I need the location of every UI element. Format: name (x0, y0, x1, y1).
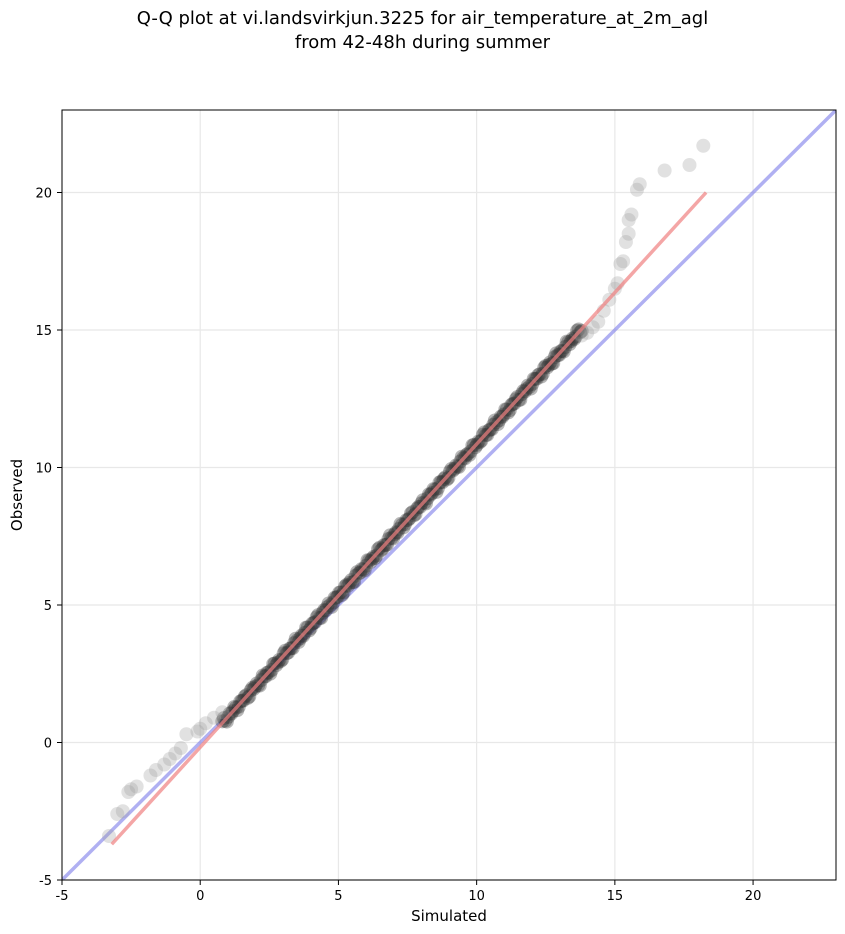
plot-frame (61, 109, 837, 881)
qq-point (383, 528, 398, 543)
qq-tail-point (101, 829, 116, 843)
qq-tail-point (591, 314, 606, 329)
qq-point (357, 563, 372, 578)
qq-point (324, 599, 339, 614)
qq-tail-point (632, 177, 647, 192)
qq-tail-point (179, 727, 194, 742)
x-tick-label: 20 (745, 889, 762, 904)
y-tick-label: 15 (35, 324, 52, 339)
qq-point (429, 484, 444, 499)
x-tick-label: 5 (334, 889, 342, 904)
qq-tail-point (696, 138, 711, 153)
qq-point (501, 405, 516, 420)
qq-point (570, 323, 585, 338)
qq-tail-point (607, 281, 622, 296)
qq-point (219, 714, 234, 729)
qq-tail-point (621, 226, 636, 241)
qq-tail-point (110, 807, 125, 821)
qq-point (255, 668, 270, 683)
qq-tail-point (190, 724, 205, 739)
qq-tail-point (629, 182, 644, 197)
qq-tail-point (585, 320, 600, 335)
qq-point (230, 703, 245, 718)
x-tick-label: 15 (607, 889, 624, 904)
qq-point (299, 620, 314, 635)
qq-tail-point (124, 782, 139, 797)
qq-point (523, 381, 538, 396)
qq-point (454, 449, 469, 464)
qq-point (314, 610, 329, 625)
qq-tail-point (168, 746, 183, 761)
qq-tail-point (143, 768, 158, 783)
qq-tail-point (173, 741, 188, 755)
qq-point (451, 459, 466, 474)
y-tick-label: 0 (44, 737, 52, 752)
qq-point (477, 425, 492, 440)
x-tick-label: 0 (196, 889, 204, 904)
qq-tail-point (157, 757, 172, 772)
qq-tail-point (121, 785, 136, 799)
qq-point (288, 631, 303, 646)
qq-point (252, 678, 267, 693)
y-tick-label: 5 (44, 599, 52, 614)
reference-line (62, 110, 836, 880)
x-tick-label: -5 (56, 889, 69, 904)
qq-point (487, 413, 502, 428)
qq-tail-point (162, 752, 177, 766)
axis-ticks: -5 0 5 10 15 20 -5 0 5 10 15 20 (35, 187, 761, 905)
qq-point (498, 402, 513, 417)
qq-point (242, 689, 257, 704)
qq-tail-point (621, 213, 636, 227)
y-tick-label: 10 (35, 462, 52, 477)
qq-tail-point (215, 705, 230, 720)
qq-point (465, 438, 480, 453)
qq-tail-point (198, 716, 213, 731)
qq-point (393, 516, 408, 531)
x-tick-label: 10 (468, 889, 485, 904)
qq-point (278, 643, 293, 658)
qq-tail-point (613, 257, 628, 271)
qq-point (513, 392, 528, 407)
chart-title-line-2: from 42-48h during summer (294, 32, 551, 53)
qq-tail-point (616, 254, 631, 269)
qq-tail-point (129, 779, 144, 794)
qq-tail-point (657, 163, 672, 178)
qq-point (418, 496, 433, 511)
qq-point (335, 587, 350, 602)
chart-title-line-1: Q-Q plot at vi.landsvirkjun.3225 for air… (136, 8, 709, 29)
qq-point (350, 565, 365, 580)
qq-point (559, 334, 574, 349)
qq-tail-point (624, 207, 639, 222)
qq-point (546, 356, 561, 371)
qq-point (360, 553, 375, 568)
qq-tail-point (618, 235, 633, 249)
qq-point (396, 520, 411, 535)
qq-tail-point (207, 710, 222, 725)
fit-line (110, 191, 708, 846)
qq-tail-point (682, 158, 697, 172)
y-tick-label: -5 (39, 874, 52, 889)
qq-point (263, 666, 278, 681)
data-layer (62, 110, 836, 880)
qq-tail-point (148, 763, 163, 777)
x-axis-label: Simulated (411, 907, 487, 925)
qq-point (490, 417, 505, 432)
qq-point (266, 656, 281, 671)
qq-point (549, 346, 564, 361)
qq-point (371, 542, 386, 557)
y-tick-label: 20 (35, 187, 52, 202)
qq-tail-point (193, 721, 208, 736)
qq-point (534, 369, 549, 384)
qq-point (347, 574, 362, 589)
y-axis-label: Observed (8, 459, 26, 531)
qq-tail-point (115, 804, 130, 819)
qq-point (216, 711, 231, 726)
